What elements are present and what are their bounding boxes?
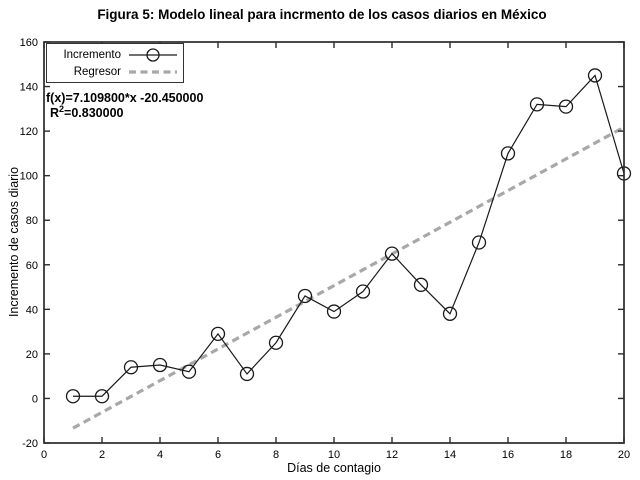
x-tick-label: 8 <box>273 449 279 461</box>
data-point-marker <box>587 68 603 83</box>
incremento-line <box>73 74 625 397</box>
y-axis-label: Incremento de casos diario <box>7 166 21 318</box>
legend-entry-incremento: Incremento <box>49 46 179 63</box>
data-point-marker <box>152 357 168 373</box>
legend-label-regresor: Regresor <box>73 65 121 78</box>
legend-entry-regresor: Regresor <box>49 63 179 80</box>
x-tick-label: 12 <box>386 449 398 461</box>
chart-title: Figura 5: Modelo lineal para incrmento d… <box>97 7 547 22</box>
data-point-marker <box>413 277 429 292</box>
legend-label-incremento: Incremento <box>63 48 121 61</box>
data-point-marker <box>210 326 226 341</box>
r-squared-exponent: 2 <box>59 103 65 114</box>
x-tick-label: 20 <box>618 449 630 461</box>
data-point-marker <box>65 389 81 404</box>
x-tick-label: 10 <box>328 449 340 461</box>
data-point-marker <box>529 97 545 112</box>
data-point-marker <box>355 284 371 299</box>
y-tick-label: 60 <box>26 260 38 272</box>
data-point-marker <box>268 335 284 350</box>
y-tick-label: 0 <box>32 393 38 405</box>
x-tick-label: 14 <box>444 449 456 461</box>
incremento-line-marker-icon <box>129 47 177 62</box>
y-tick-label: 120 <box>20 126 38 138</box>
x-tick-label: 4 <box>157 449 163 461</box>
y-tick-label: 20 <box>26 349 38 361</box>
fit-equation: f(x)=7.109800*x -20.450000 <box>46 91 204 105</box>
data-point-marker <box>500 146 516 161</box>
y-tick-label: 160 <box>20 37 38 49</box>
data-point-marker <box>558 99 574 114</box>
r-squared: R2=0.830000 <box>46 103 203 121</box>
y-tick-label: -20 <box>22 438 38 450</box>
x-tick-label: 2 <box>99 449 105 461</box>
y-tick-label: 100 <box>20 171 38 183</box>
legend: Incremento Regresor <box>46 43 184 83</box>
data-point-marker <box>442 306 458 321</box>
data-point-marker <box>94 389 110 404</box>
data-point-marker <box>384 246 400 261</box>
regresor-dashed-line-icon <box>129 69 177 74</box>
y-tick-label: 80 <box>26 215 38 227</box>
y-tick-label: 40 <box>26 304 38 316</box>
x-tick-label: 16 <box>502 449 514 461</box>
data-point-marker <box>239 366 255 382</box>
data-point-marker <box>123 360 139 375</box>
regression-line <box>72 125 625 430</box>
data-point-marker <box>297 288 313 304</box>
data-point-marker <box>471 235 487 250</box>
r-squared-base: R <box>50 105 60 120</box>
x-axis-label: Días de contagio <box>287 461 381 475</box>
data-point-marker <box>326 304 342 319</box>
data-point-marker <box>181 364 197 379</box>
x-tick-label: 18 <box>560 449 572 461</box>
fit-annotation: f(x)=7.109800*x -20.450000 R2=0.830000 <box>46 91 203 120</box>
x-tick-label: 0 <box>41 449 47 461</box>
x-tick-label: 6 <box>215 449 221 461</box>
y-tick-label: 140 <box>20 82 38 94</box>
r-squared-value: =0.830000 <box>64 105 124 120</box>
